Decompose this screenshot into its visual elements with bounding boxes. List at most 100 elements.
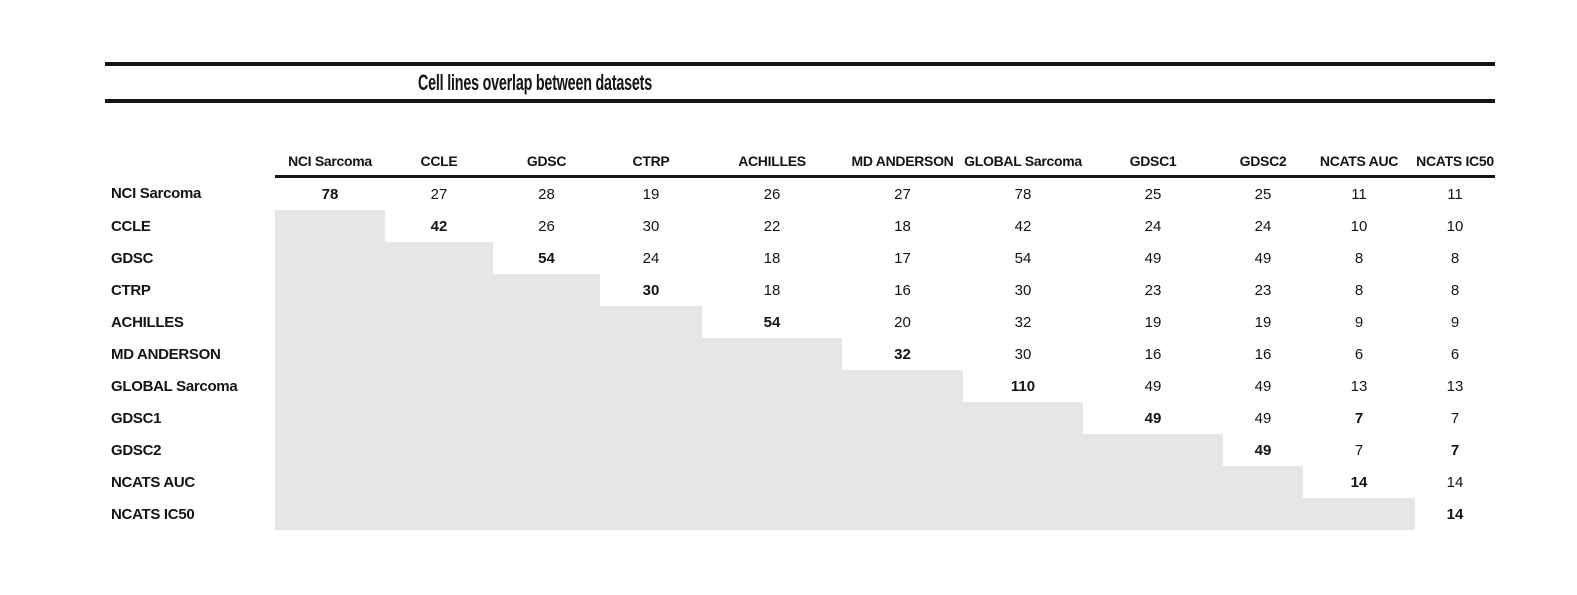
- matrix-cell: [493, 274, 600, 306]
- column-header-ccle: CCLE: [385, 139, 493, 178]
- matrix-cell: [385, 498, 493, 530]
- matrix-cell: [385, 466, 493, 498]
- matrix-cell: 6: [1450, 345, 1460, 363]
- matrix-cell: 11: [1351, 185, 1367, 203]
- matrix-cell: 54: [538, 249, 555, 267]
- matrix-cell: 49: [1254, 409, 1272, 427]
- matrix-cell: [275, 434, 385, 466]
- row-header-ccle: CCLE: [111, 217, 151, 235]
- matrix-cell: 27: [894, 185, 911, 203]
- table-row: GLOBAL Sarcoma 110 49 49 13 13: [105, 370, 1495, 402]
- row-header-nci-sarcoma: NCI Sarcoma: [111, 184, 202, 202]
- matrix-cell: [600, 338, 702, 370]
- matrix-cell: [1083, 466, 1223, 498]
- column-header-ncats-auc: NCATS AUC: [1303, 139, 1415, 178]
- matrix-cell: [493, 434, 600, 466]
- matrix-cell: [600, 402, 702, 434]
- matrix-cell: 78: [1014, 185, 1032, 203]
- title-top-rule: [105, 62, 1495, 66]
- matrix-cell: 18: [763, 249, 781, 267]
- matrix-cell: 10: [1350, 217, 1368, 235]
- matrix-cell: [963, 466, 1083, 498]
- matrix-cell: [275, 370, 385, 402]
- matrix-cell: [702, 466, 842, 498]
- matrix-cell: 9: [1450, 313, 1460, 331]
- matrix-cell: [275, 242, 385, 274]
- matrix-cell: [385, 370, 493, 402]
- column-header-gdsc2: GDSC2: [1223, 139, 1303, 178]
- matrix-cell: 8: [1354, 249, 1364, 267]
- matrix-cell: [600, 306, 702, 338]
- matrix-cell: 28: [538, 185, 555, 203]
- matrix-cell: [385, 242, 493, 274]
- matrix-cell: 54: [1014, 249, 1032, 267]
- column-header-nci-sarcoma: NCI Sarcoma: [275, 139, 385, 178]
- table-row: ACHILLES 54 20 32 19 19 9 9: [105, 306, 1495, 338]
- matrix-cell: 23: [1254, 281, 1272, 299]
- matrix-cell: 18: [763, 281, 781, 299]
- matrix-cell: 7: [1354, 409, 1364, 427]
- matrix-cell: [275, 402, 385, 434]
- matrix-cell: [385, 338, 493, 370]
- matrix-cell: [275, 274, 385, 306]
- matrix-cell: [842, 434, 963, 466]
- row-header-ctrp: CTRP: [111, 281, 151, 299]
- header-row: NCI Sarcoma CCLE GDSC CTRP ACHILLES MD ANDERS…: [105, 139, 1495, 178]
- row-header-global-sarcoma: GLOBAL Sarcoma: [111, 377, 238, 395]
- matrix-cell: 14: [1446, 473, 1464, 491]
- matrix-cell: [702, 338, 842, 370]
- matrix-cell: 32: [894, 345, 911, 363]
- row-header-achilles: ACHILLES: [111, 313, 184, 331]
- matrix-cell: 30: [1014, 345, 1032, 363]
- matrix-cell: [842, 370, 963, 402]
- matrix-cell: 32: [1014, 313, 1032, 331]
- row-header-ncats-auc: NCATS AUC: [111, 473, 195, 491]
- column-header-achilles: ACHILLES: [702, 139, 842, 178]
- matrix-cell: 14: [1446, 505, 1464, 523]
- matrix-cell: 23: [1144, 281, 1162, 299]
- matrix-cell: 49: [1254, 249, 1272, 267]
- column-header-gdsc: GDSC: [493, 139, 600, 178]
- matrix-cell: 49: [1254, 441, 1272, 459]
- matrix-cell: 25: [1254, 185, 1272, 203]
- matrix-cell: [600, 434, 702, 466]
- matrix-cell: 9: [1354, 313, 1364, 331]
- matrix-cell: [963, 498, 1083, 530]
- matrix-cell: 7: [1450, 409, 1460, 427]
- matrix-cell: [385, 274, 493, 306]
- matrix-cell: 30: [1014, 281, 1032, 299]
- matrix-cell: [600, 466, 702, 498]
- matrix-cell: 30: [642, 281, 660, 299]
- matrix-cell: 7: [1354, 441, 1364, 459]
- matrix-cell: [1083, 498, 1223, 530]
- title-block: Cell lines overlap between datasets: [105, 62, 1495, 103]
- matrix-cell: 24: [1144, 217, 1162, 235]
- row-header-ncats-ic50: NCATS IC50: [111, 505, 195, 523]
- column-header-ctrp: CTRP: [600, 139, 702, 178]
- matrix-cell: 13: [1446, 377, 1464, 395]
- matrix-cell: 49: [1144, 409, 1162, 427]
- matrix-cell: [493, 466, 600, 498]
- matrix-cell: 24: [642, 249, 660, 267]
- column-header-global-sarcoma: GLOBAL Sarcoma: [963, 139, 1083, 178]
- matrix-cell: [493, 370, 600, 402]
- matrix-cell: 16: [1144, 345, 1162, 363]
- matrix-cell: 8: [1450, 249, 1460, 267]
- matrix-cell: 16: [1254, 345, 1272, 363]
- matrix-cell: [702, 434, 842, 466]
- matrix-cell: 11: [1447, 185, 1463, 203]
- matrix-cell: 42: [1014, 217, 1032, 235]
- matrix-cell: [600, 370, 702, 402]
- table-row: CTRP 30 18 16 30 23 23 8 8: [105, 274, 1495, 306]
- matrix-cell: 42: [430, 217, 448, 235]
- matrix-cell: [1223, 498, 1303, 530]
- table-row: NCATS IC50 14: [105, 498, 1495, 530]
- matrix-cell: 8: [1450, 281, 1460, 299]
- column-header-md-anderson: MD ANDERSON: [842, 139, 963, 178]
- table-row: GDSC1 49 49 7 7: [105, 402, 1495, 434]
- matrix-cell: [702, 402, 842, 434]
- matrix-cell: 19: [642, 185, 660, 203]
- matrix-cell: [1223, 466, 1303, 498]
- matrix-cell: [275, 338, 385, 370]
- matrix-cell: [275, 210, 385, 242]
